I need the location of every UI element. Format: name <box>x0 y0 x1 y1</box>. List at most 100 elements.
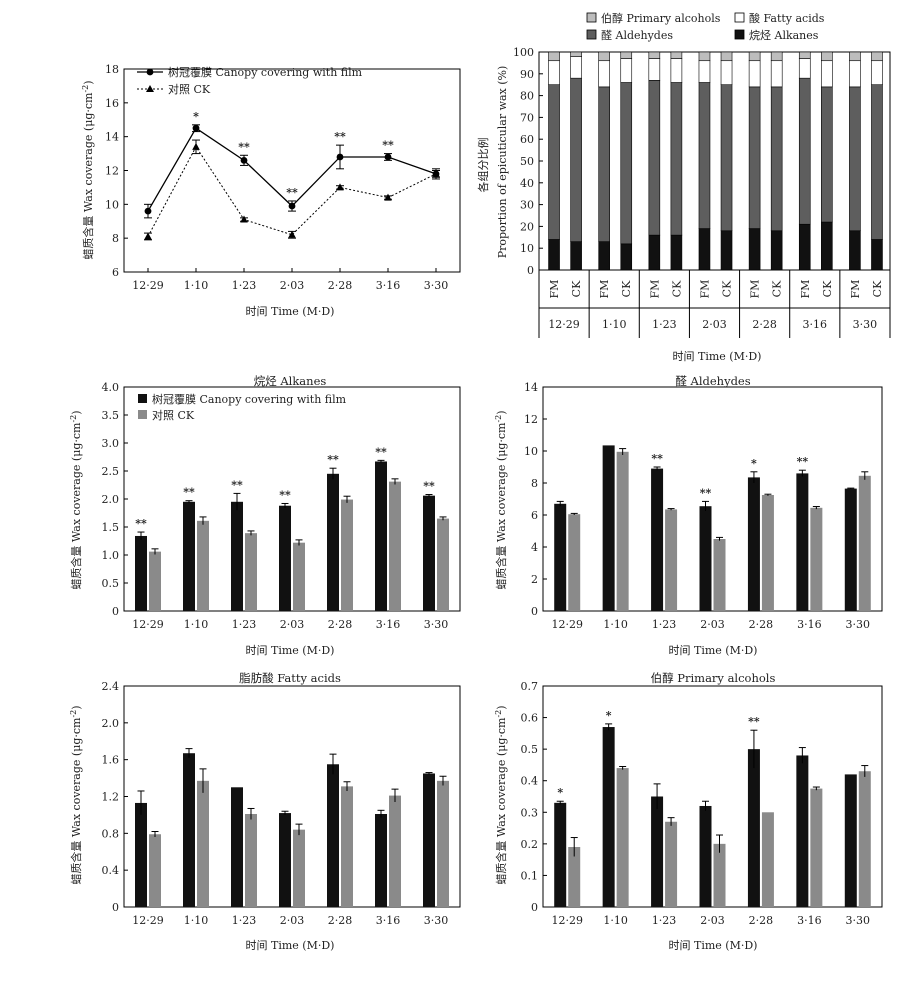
alkanes-legend-film: 树冠覆膜 Canopy covering with film <box>152 392 347 406</box>
alkanes-significance-mark: ** <box>327 453 339 466</box>
legend-swatch-aldehydes <box>586 29 597 40</box>
alkanes-ck-bar <box>197 520 209 611</box>
total-significance-mark: * <box>193 110 199 123</box>
alkanes-x-tick-label: 3·16 <box>376 618 401 631</box>
proportion-group-label: 1·10 <box>602 318 627 331</box>
proportion-segment-fatty-acids <box>871 60 883 86</box>
aldehydes-x-tick-label: 1·23 <box>652 618 677 631</box>
legend-swatch-alkanes <box>734 29 745 40</box>
proportion-y-tick-label: 90 <box>520 68 534 81</box>
alkanes-x-tick-label: 1·10 <box>184 618 209 631</box>
proportion-y-tick-label: 80 <box>520 90 534 103</box>
aldehydes-film-bar <box>554 503 567 611</box>
alcohols-y-tick-label: 0.4 <box>521 775 539 788</box>
alcohols-y-tick-label: 0.6 <box>521 712 539 725</box>
alcohols-y-tick-label: 0.1 <box>521 869 539 882</box>
alkanes-y-tick-label: 1.0 <box>102 549 120 562</box>
proportion-segment-alcohols <box>748 51 761 62</box>
fatty-acids-x-tick-label: 12·29 <box>132 914 164 927</box>
fatty-acids-plot-frame <box>123 685 461 908</box>
proportion-segment-fatty-acids <box>648 58 661 81</box>
proportion-bar-label: CK <box>570 280 583 297</box>
proportion-stacked-bar-chart: 各组分比例 Proportion of epicuticular wax (%)… <box>476 11 891 363</box>
total-significance-mark: ** <box>334 130 346 143</box>
aldehydes-ck-bar <box>713 539 726 611</box>
proportion-segment-alcohols <box>821 51 833 62</box>
total-y-tick-label: 8 <box>112 232 119 245</box>
aldehydes-x-axis-title: 时间 Time (M·D) <box>669 644 758 657</box>
total-legend-ck: 对照 CK <box>168 82 211 96</box>
alkanes-significance-mark: ** <box>231 478 243 491</box>
aldehydes-x-tick-label: 3·16 <box>797 618 822 631</box>
total-y-tick-label: 18 <box>105 63 119 76</box>
proportion-segment-fatty-acids <box>821 60 833 88</box>
ck-data-point <box>192 142 200 150</box>
ck-data-point <box>384 193 392 201</box>
proportion-y-tick-label: 100 <box>513 46 534 59</box>
proportion-segment-aldehydes <box>748 86 761 229</box>
aldehydes-bar-chart: 醛 Aldehydes 蜡质含量 Wax coverage (μg·cm-2) … <box>494 374 883 657</box>
proportion-segment-fatty-acids <box>748 60 761 88</box>
alcohols-title: 伯醇 Primary alcohols <box>651 671 776 685</box>
aldehydes-film-bar <box>844 488 857 611</box>
proportion-y-axis-title: 各组分比例 <box>476 138 490 193</box>
alcohols-x-tick-label: 3·30 <box>846 914 871 927</box>
aldehydes-plot-frame <box>542 386 883 612</box>
aldehydes-x-tick-label: 2·28 <box>749 618 774 631</box>
proportion-segment-alcohols <box>548 51 560 62</box>
aldehydes-film-bar <box>747 477 760 611</box>
proportion-segment-alkanes <box>720 230 733 271</box>
fatty-acids-y-tick-label: 0 <box>112 901 119 914</box>
fatty-acids-bar-chart: 脂肪酸 Fatty acids 蜡质含量 Wax coverage (μg·cm… <box>69 671 461 952</box>
aldehydes-significance-mark: ** <box>700 486 712 499</box>
alkanes-y-tick-label: 2.0 <box>102 493 120 506</box>
proportion-segment-aldehydes <box>821 86 833 223</box>
aldehydes-y-tick-label: 4 <box>531 541 538 554</box>
proportion-y-tick-label: 20 <box>520 220 534 233</box>
proportion-legend-aldehydes: 醛 Aldehydes <box>601 28 673 42</box>
proportion-segment-alkanes <box>798 223 811 271</box>
aldehydes-y-tick-label: 10 <box>524 445 538 458</box>
alkanes-y-tick-label: 1.5 <box>102 521 120 534</box>
alkanes-legend-ck: 对照 CK <box>152 408 195 422</box>
proportion-legend-alkanes: 烷烃 Alkanes <box>749 28 819 42</box>
legend-swatch-ck <box>138 410 147 419</box>
proportion-segment-alcohols <box>620 51 633 59</box>
alkanes-film-bar <box>279 505 291 611</box>
fatty-acids-y-tick-label: 2.0 <box>102 717 120 730</box>
fatty-acids-film-bar <box>231 787 243 907</box>
alkanes-x-tick-label: 3·30 <box>424 618 449 631</box>
aldehydes-y-tick-label: 2 <box>531 573 538 586</box>
total-y-tick-label: 14 <box>105 131 119 144</box>
alcohols-x-tick-label: 1·10 <box>603 914 628 927</box>
alcohols-bar-chart: 伯醇 Primary alcohols 蜡质含量 Wax coverage (μ… <box>494 671 883 952</box>
total-significance-mark: ** <box>238 140 250 153</box>
proportion-legend-fatty-acids: 酸 Fatty acids <box>749 11 825 25</box>
alcohols-film-bar <box>844 774 857 907</box>
alkanes-x-tick-label: 2·03 <box>280 618 305 631</box>
proportion-segment-alkanes <box>871 239 883 271</box>
proportion-segment-aldehydes <box>620 82 633 245</box>
alcohols-ck-bar <box>810 788 823 907</box>
proportion-segment-fatty-acids <box>720 60 733 86</box>
alkanes-film-bar <box>183 501 195 611</box>
proportion-segment-alkanes <box>598 241 610 271</box>
fatty-acids-film-bar <box>135 802 147 907</box>
film-data-point <box>336 153 344 161</box>
alkanes-y-axis-title: 蜡质含量 Wax coverage (μg·cm-2) <box>69 410 83 589</box>
fatty-acids-x-tick-label: 2·03 <box>280 914 305 927</box>
film-data-point <box>288 202 296 210</box>
proportion-bar-label: CK <box>871 280 884 297</box>
proportion-segment-alkanes <box>670 234 683 271</box>
proportion-group-label: 2·03 <box>702 318 727 331</box>
proportion-bar-label: FM <box>598 280 611 299</box>
proportion-bar-label: FM <box>799 280 812 299</box>
alkanes-bar-chart: 烷烃 Alkanes 蜡质含量 Wax coverage (μg·cm-2) 时… <box>69 374 461 657</box>
alcohols-film-bar <box>796 755 809 907</box>
film-data-point <box>384 153 392 161</box>
proportion-y-tick-label: 70 <box>520 111 534 124</box>
alcohols-significance-mark: * <box>606 709 612 722</box>
fatty-acids-ck-bar <box>341 786 353 907</box>
alkanes-y-tick-label: 2.5 <box>102 465 120 478</box>
